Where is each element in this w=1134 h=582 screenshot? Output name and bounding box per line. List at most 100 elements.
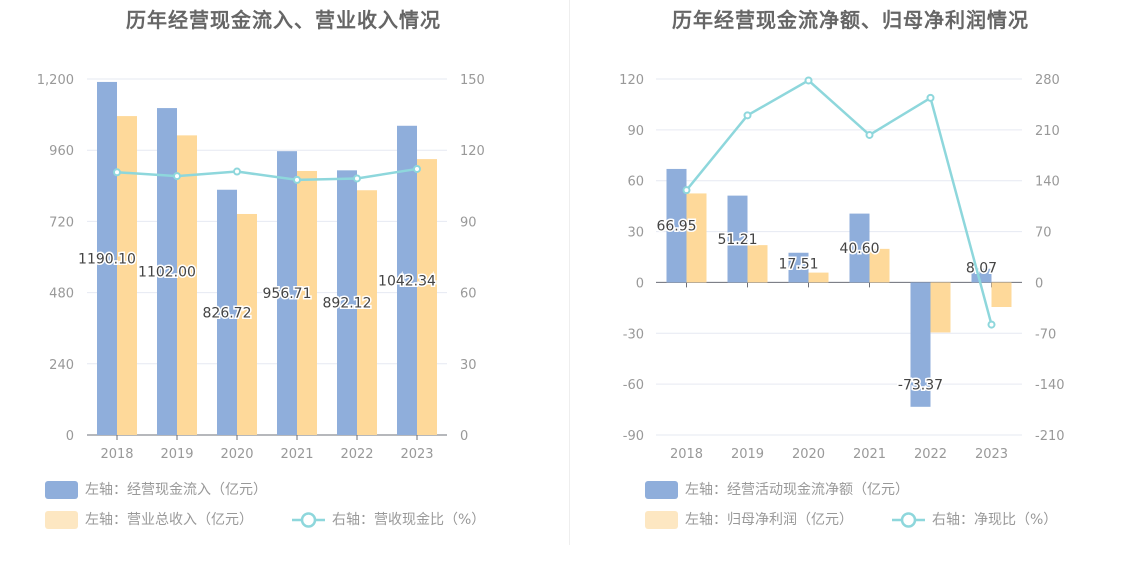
bar-data-label: 66.95 — [656, 219, 696, 235]
bar-data-label: 826.72 — [203, 305, 252, 321]
x-axis-tick-label: 2020 — [220, 447, 253, 462]
left-axis-tick-label: 1,200 — [37, 73, 74, 88]
left-axis-tick-label: -90 — [623, 429, 644, 444]
left-axis-tick-label: -60 — [623, 378, 644, 393]
bar-data-label: 1190.10 — [78, 251, 136, 267]
right-axis-tick-label: -140 — [1035, 378, 1065, 393]
bar-secondary — [686, 193, 707, 283]
right-axis-tick-label: 280 — [1035, 73, 1060, 88]
x-axis-tick-label: 2019 — [160, 447, 193, 462]
bar-primary — [397, 125, 417, 436]
legend-label: 左轴：归母净利润（亿元） — [685, 512, 853, 528]
x-axis-tick-label: 2018 — [670, 447, 703, 462]
left-axis-tick-label: 960 — [49, 144, 74, 159]
bar-secondary — [117, 116, 137, 435]
right-axis-tick-label: 70 — [1035, 226, 1052, 241]
x-axis-tick-label: 2022 — [914, 447, 947, 462]
right-axis-tick-label: 60 — [460, 287, 477, 302]
legend-label: 左轴：营业总收入（亿元） — [85, 512, 253, 528]
bar-secondary — [808, 272, 829, 283]
right-axis-tick-label: -70 — [1035, 327, 1056, 342]
right-axis-tick-label: 210 — [1035, 124, 1060, 139]
right-axis-tick-label: 30 — [460, 358, 477, 373]
left-axis-tick-label: 240 — [49, 358, 74, 373]
left-chart-title: 历年经营现金流入、营业收入情况 — [126, 8, 441, 32]
line-point — [113, 168, 121, 177]
bar-secondary — [177, 135, 197, 435]
bar-secondary — [417, 159, 437, 435]
x-axis-tick-label: 2023 — [400, 447, 433, 462]
bar-primary — [337, 170, 357, 435]
bar-primary — [97, 81, 117, 435]
left-axis-tick-label: 60 — [627, 175, 644, 190]
left-axis-tick-label: 0 — [636, 276, 644, 291]
right-axis-tick-label: 0 — [460, 429, 468, 444]
x-axis-tick-label: 2018 — [100, 447, 133, 462]
left-chart-panel: 历年经营现金流入、营业收入情况 0 240 480 720 960 1,200 0 30 60 9… — [37, 8, 486, 529]
bar-data-label: 1042.34 — [378, 273, 436, 289]
legend-line-swatch — [292, 512, 325, 528]
legend-label: 右轴：营收现金比（%） — [332, 512, 486, 528]
x-axis-tick-label: 2021 — [280, 447, 313, 462]
line-point — [987, 320, 996, 329]
left-axis-tick-label: 90 — [627, 124, 644, 139]
bar-secondary — [991, 282, 1012, 308]
line-series — [685, 78, 993, 325]
x-axis-tick-label: 2019 — [731, 447, 764, 462]
x-axis-tick-label: 2021 — [853, 447, 886, 462]
right-chart-plot: -90 -60 -30 0 30 60 90 120 -210 -140 -70 0 70 140 210 2… — [619, 73, 1065, 462]
bar-data-label: 892.12 — [323, 296, 372, 312]
bar-primary — [666, 168, 687, 283]
right-axis-tick-label: 140 — [1035, 175, 1060, 190]
line-point — [926, 93, 935, 102]
left-axis-tick-label: 720 — [49, 215, 74, 230]
bar-data-label: -73.37 — [898, 377, 943, 393]
bar-secondary — [357, 190, 377, 435]
right-axis-tick-label: 0 — [1035, 276, 1043, 291]
line-point — [865, 130, 874, 139]
left-chart-plot: 0 240 480 720 960 1,200 0 30 60 90 120 150 2018 2019 2… — [37, 73, 485, 462]
bar-data-label: 8.07 — [966, 260, 997, 276]
line-point — [743, 111, 752, 120]
x-axis-tick-label: 2020 — [792, 447, 825, 462]
bar-primary — [217, 189, 237, 435]
bar-data-label: 51.21 — [717, 232, 757, 248]
left-axis-tick-label: 480 — [49, 287, 74, 302]
right-chart-legend: 左轴：经营活动现金流净额（亿元） 左轴：归母净利润（亿元） 右轴：净现比（%） — [567, 0, 1134, 582]
bar-primary — [157, 108, 177, 435]
legend-swatch — [645, 511, 678, 529]
line-point — [173, 172, 181, 181]
legend-swatch — [45, 511, 78, 529]
bar-data-label: 956.71 — [263, 286, 312, 302]
right-axis-tick-label: 90 — [460, 215, 477, 230]
bar-primary — [727, 195, 748, 283]
bar-secondary — [869, 248, 890, 283]
bar-primary — [788, 252, 809, 283]
line-point — [413, 164, 421, 173]
bar-primary — [277, 151, 297, 436]
line-point — [804, 76, 813, 85]
bar-secondary — [297, 170, 317, 435]
legend-swatch — [645, 481, 678, 499]
x-axis-tick-label: 2023 — [975, 447, 1008, 462]
bar-primary — [910, 282, 931, 407]
left-axis-tick-label: -30 — [623, 327, 644, 342]
bar-secondary — [930, 282, 951, 333]
bar-data-label: 17.51 — [778, 257, 818, 273]
left-axis-tick-label: 30 — [627, 226, 644, 241]
x-axis-tick-label: 2022 — [340, 447, 373, 462]
panel-divider — [569, 0, 570, 545]
bar-secondary — [747, 245, 768, 283]
left-axis-tick-label: 0 — [66, 429, 74, 444]
legend-label: 左轴：经营活动现金流净额（亿元） — [685, 482, 909, 498]
right-chart-title: 历年经营现金流净额、归母净利润情况 — [672, 8, 1029, 32]
bar-secondary — [237, 213, 257, 435]
line-point — [353, 174, 361, 183]
bar-data-label: 1102.00 — [138, 265, 196, 281]
left-chart-legend: 左轴：经营现金流入（亿元） 左轴：营业总收入（亿元） 右轴：营收现金比（%） — [45, 481, 486, 529]
line-point — [682, 186, 691, 195]
left-axis-tick-label: 120 — [619, 73, 644, 88]
bar-data-label: 40.60 — [839, 241, 879, 257]
right-axis-tick-label: -210 — [1035, 429, 1065, 444]
right-chart-panel: 历年经营现金流净额、归母净利润情况 -90 -60 -30 0 30 60 90 120 -21… — [567, 0, 1134, 582]
